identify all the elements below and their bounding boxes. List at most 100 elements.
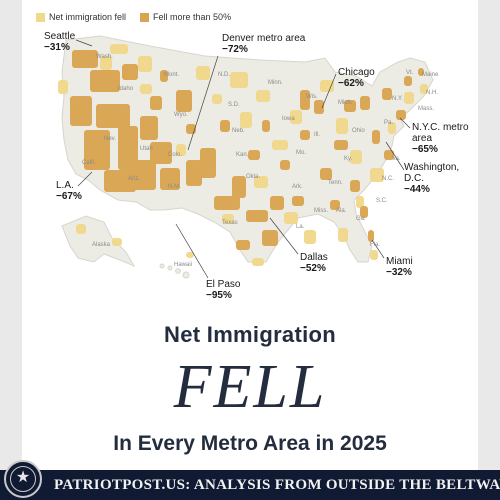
state-label: Alaska <box>92 242 111 248</box>
state-label: Minn. <box>268 80 283 86</box>
county-cluster <box>160 70 168 82</box>
metro-pct-nyc: −65% <box>412 144 438 155</box>
county-cluster <box>262 230 278 246</box>
headline-line-3: In Every Metro Area in 2025 <box>113 432 387 455</box>
metro-label-miami: Miami −32% <box>386 256 413 278</box>
state-label: Neb. <box>232 128 245 134</box>
legend-item-fell-50: Fell more than 50% <box>140 12 231 22</box>
county-cluster <box>368 230 374 242</box>
legend-label-fell: Net immigration fell <box>49 12 127 22</box>
county-cluster <box>350 180 360 192</box>
county-cluster <box>254 176 268 188</box>
state-label: Vt. <box>406 70 414 76</box>
state-label: Maine <box>422 72 439 78</box>
metro-label-dallas: Dallas −52% <box>300 252 328 274</box>
county-cluster <box>320 80 334 92</box>
legend-swatch-light <box>36 12 45 22</box>
metro-name-chicago: Chicago <box>338 67 375 78</box>
county-cluster <box>150 142 172 164</box>
state-label: Colo. <box>168 152 183 158</box>
state-label: Idaho <box>118 86 134 92</box>
county-cluster <box>372 130 380 144</box>
county-cluster <box>248 150 260 160</box>
leader-line-nyc <box>399 117 411 129</box>
county-cluster <box>338 228 348 242</box>
county-cluster <box>246 210 268 222</box>
county-cluster <box>236 240 250 250</box>
headline-fell: FELL <box>173 353 327 421</box>
county-cluster <box>272 140 288 150</box>
state-label: Ark. <box>292 184 303 190</box>
county-cluster <box>132 160 156 190</box>
county-cluster <box>270 196 284 210</box>
state-label: Kan. <box>236 152 249 158</box>
leader-line-dallas <box>269 217 299 255</box>
contiguous-us-shape <box>61 35 434 263</box>
county-cluster <box>72 50 98 68</box>
callout-leaders <box>75 39 411 279</box>
metro-name-la: L.A. <box>56 180 74 191</box>
metro-pct-denver: −72% <box>222 44 248 55</box>
county-cluster <box>222 214 234 224</box>
county-cluster <box>320 168 332 180</box>
legend-swatch-dark <box>140 12 150 22</box>
state-label: N.Y. <box>392 96 403 102</box>
county-cluster <box>122 64 138 80</box>
alaska-shape <box>61 215 136 268</box>
county-cluster <box>112 238 122 246</box>
county-cluster <box>262 120 270 132</box>
metro-name-seattle: Seattle <box>44 31 76 42</box>
county-cluster <box>360 206 368 218</box>
metro-name-nyc: N.Y.C. metro area <box>412 122 469 144</box>
state-label: Ohio <box>352 128 365 134</box>
state-label: N.C. <box>382 176 394 182</box>
metro-name-miami: Miami <box>386 256 413 267</box>
county-cluster <box>360 96 370 110</box>
county-cluster <box>300 130 310 140</box>
county-cluster <box>304 230 316 244</box>
fell-regions <box>58 44 428 266</box>
us-outline <box>61 35 434 279</box>
leader-line-la <box>77 171 93 187</box>
county-cluster <box>404 76 412 86</box>
metro-label-washington: Washington, D.C. −44% <box>404 162 464 195</box>
state-label: Hawaii <box>174 262 193 268</box>
county-cluster <box>90 70 120 92</box>
metro-label-chicago: Chicago −62% <box>338 67 375 89</box>
state-label: Mont. <box>164 72 180 78</box>
state-label: N.H. <box>426 90 438 96</box>
county-cluster <box>404 92 414 104</box>
star-icon: ★ <box>15 469 31 486</box>
state-label: Texas <box>222 220 238 226</box>
county-cluster <box>196 66 210 80</box>
legend-label-fell-50: Fell more than 50% <box>153 12 232 22</box>
county-cluster <box>396 110 406 120</box>
state-label: Wyo. <box>174 112 188 118</box>
metro-name-elpaso: El Paso <box>206 279 241 290</box>
leader-line-seattle <box>75 39 93 47</box>
county-cluster <box>280 160 290 170</box>
state-label: Fla. <box>370 242 381 248</box>
metro-pct-chicago: −62% <box>338 78 364 89</box>
state-label: Utah <box>140 146 153 152</box>
county-cluster <box>384 150 394 160</box>
leader-line-miami <box>371 239 385 259</box>
metro-pct-washington: −44% <box>404 184 430 195</box>
metro-label-la: L.A. −67% <box>56 180 82 202</box>
county-cluster <box>252 258 264 266</box>
leader-line-denver <box>187 55 219 151</box>
us-county-map <box>58 35 434 279</box>
state-label: Ill. <box>314 132 320 138</box>
seal-ring <box>10 466 36 492</box>
county-cluster <box>314 100 324 114</box>
county-cluster <box>186 160 202 186</box>
county-cluster <box>230 72 248 88</box>
county-cluster <box>118 126 138 170</box>
county-cluster <box>176 144 186 156</box>
leader-line-chicago <box>321 73 337 109</box>
county-cluster <box>256 90 270 102</box>
state-label: Ky. <box>344 156 353 162</box>
leader-line-elpaso <box>175 223 209 279</box>
hawaii-island <box>182 271 190 279</box>
county-cluster <box>70 96 92 126</box>
